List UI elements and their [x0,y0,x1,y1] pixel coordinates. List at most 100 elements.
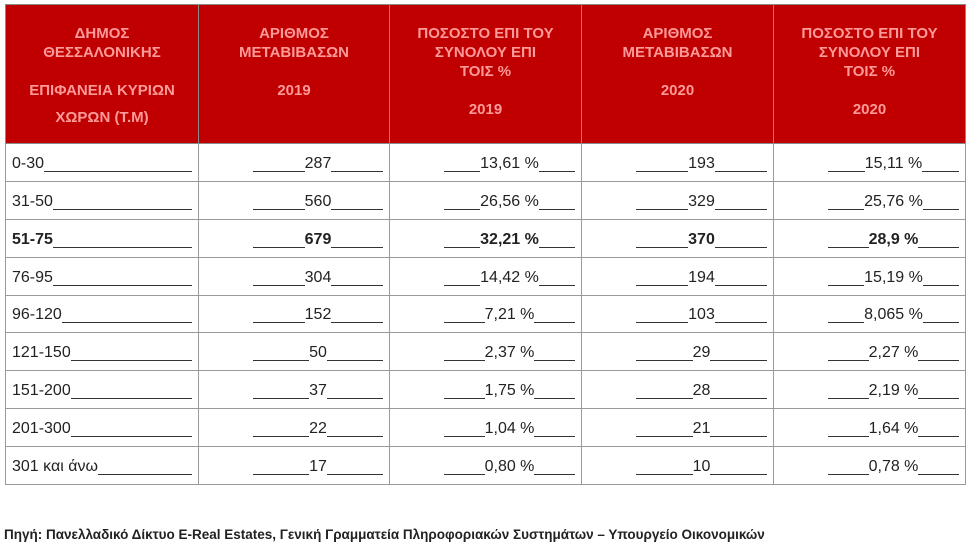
cell-percent-2020-text: 28,9 % [868,230,919,248]
cell-transfers-2019-text: 304 [304,268,332,286]
cell-transfers-2019: 50 [198,332,390,372]
cell-transfers-2019-text: 50 [309,344,327,362]
cell-transfers-2019-text: 679 [304,230,332,248]
table-row: 151-200 37 1,75 % 28 2,19 % [5,370,966,410]
cell-percent-2019: 32,21 % [389,218,582,258]
cell-percent-2020: 15,11 % [773,143,966,182]
cell-percent-2020: 8,065 % [773,294,966,334]
header-percent-2019: ΠΟΣΟΣΤΟ ΕΠΙ ΤΟΥ ΣΥΝΟΛΟΥ ΕΠΙ ΤΟΙΣ % 2019 [389,4,582,144]
cell-percent-2019-text: 2,37 % [484,344,535,362]
cell-area-text: 51-75 [12,230,53,248]
cell-percent-2019-text: 1,75 % [484,382,535,400]
cell-percent-2019-text: 0,80 % [484,458,535,476]
cell-transfers-2019: 17 [198,446,390,486]
cell-area: 201-300 [5,408,199,448]
header-transfers-2019: ΑΡΙΘΜΟΣ ΜΕΤΑΒΙΒΑΣΩΝ 2019 [198,4,390,144]
cell-area-text: 201-300 [12,420,71,438]
cell-area: 121-150 [5,332,199,372]
cell-percent-2019-text: 13,61 % [480,154,539,172]
cell-transfers-2019-text: 22 [309,420,327,438]
source-note: Πηγή: Πανελλαδικό Δίκτυο E-Real Estates,… [4,527,765,542]
table-row: 96-120 152 7,21 % 103 8,065 % [5,294,966,334]
cell-transfers-2020: 28 [581,370,774,410]
cell-percent-2020-text: 15,19 % [864,268,923,286]
cell-percent-2020: 2,19 % [773,370,966,410]
header-percent-2020: ΠΟΣΟΣΤΟ ΕΠΙ ΤΟΥ ΣΥΝΟΛΟΥ ΕΠΙ ΤΟΙΣ % 2020 [773,4,966,144]
cell-transfers-2020-text: 370 [688,230,715,248]
transfers-table: ΔΗΜΟΣ ΘΕΣΣΑΛΟΝΙΚΗΣ ΕΠΙΦΑΝΕΙΑ ΚΥΡΙΩΝ ΧΩΡΩ… [5,4,966,486]
cell-percent-2019: 2,37 % [389,332,582,372]
cell-transfers-2020-text: 329 [688,192,715,210]
cell-percent-2019: 26,56 % [389,180,582,220]
cell-area: 51-75 [5,218,199,258]
cell-transfers-2020-text: 193 [688,154,715,172]
cell-percent-2020-text: 2,27 % [868,344,919,362]
cell-percent-2020: 0,78 % [773,446,966,486]
table-row: 121-150 50 2,37 % 29 2,27 % [5,332,966,372]
cell-area-text: 301 και άνω [12,458,98,476]
cell-percent-2019: 0,80 % [389,446,582,486]
cell-percent-2019-text: 32,21 % [480,230,539,248]
table-row: 51-75 679 32,21 % 370 28,9 % [5,218,966,258]
cell-area: 96-120 [5,294,199,334]
transfers-table-container: ΔΗΜΟΣ ΘΕΣΣΑΛΟΝΙΚΗΣ ΕΠΙΦΑΝΕΙΑ ΚΥΡΙΩΝ ΧΩΡΩ… [5,4,966,486]
cell-transfers-2019-text: 17 [309,458,327,476]
cell-percent-2020-text: 8,065 % [864,306,923,324]
cell-transfers-2020: 103 [581,294,774,334]
cell-percent-2020: 2,27 % [773,332,966,372]
cell-transfers-2020-text: 194 [688,268,715,286]
cell-percent-2019: 1,75 % [389,370,582,410]
cell-transfers-2019: 22 [198,408,390,448]
cell-percent-2019-text: 7,21 % [484,306,535,324]
cell-area-text: 151-200 [12,382,71,400]
cell-transfers-2020-text: 21 [692,420,711,438]
cell-percent-2020-text: 1,64 % [868,420,919,438]
cell-transfers-2020: 329 [581,180,774,220]
cell-percent-2020-text: 0,78 % [868,458,919,476]
header-area: ΔΗΜΟΣ ΘΕΣΣΑΛΟΝΙΚΗΣ ΕΠΙΦΑΝΕΙΑ ΚΥΡΙΩΝ ΧΩΡΩ… [5,4,199,144]
cell-transfers-2019: 152 [198,294,390,334]
cell-percent-2019: 7,21 % [389,294,582,334]
cell-transfers-2020-text: 29 [692,344,711,362]
cell-transfers-2019: 560 [198,180,390,220]
cell-transfers-2020: 10 [581,446,774,486]
cell-percent-2020-text: 25,76 % [864,192,923,210]
cell-transfers-2020-text: 28 [692,382,711,400]
cell-transfers-2019-text: 560 [304,192,332,210]
table-row: 201-300 22 1,04 % 21 1,64 % [5,408,966,448]
cell-transfers-2019-text: 287 [304,154,332,172]
cell-area: 301 και άνω [5,446,199,486]
header-row: ΔΗΜΟΣ ΘΕΣΣΑΛΟΝΙΚΗΣ ΕΠΙΦΑΝΕΙΑ ΚΥΡΙΩΝ ΧΩΡΩ… [5,4,966,144]
cell-area: 76-95 [5,256,199,296]
cell-percent-2019: 1,04 % [389,408,582,448]
cell-transfers-2020: 29 [581,332,774,372]
cell-percent-2019: 13,61 % [389,143,582,182]
cell-transfers-2019-text: 37 [309,382,327,400]
cell-transfers-2019: 37 [198,370,390,410]
cell-transfers-2020-text: 103 [688,306,715,324]
cell-area-text: 121-150 [12,344,71,362]
cell-transfers-2020: 370 [581,218,774,258]
cell-percent-2020: 28,9 % [773,218,966,258]
cell-percent-2020: 1,64 % [773,408,966,448]
cell-area-text: 31-50 [12,192,53,210]
cell-area: 31-50 [5,180,199,220]
cell-area: 0-30 [5,143,199,182]
table-row: 31-50 560 26,56 % 329 25,76 % [5,180,966,220]
cell-percent-2019: 14,42 % [389,256,582,296]
cell-area-text: 76-95 [12,268,53,286]
cell-percent-2020-text: 2,19 % [868,382,919,400]
cell-percent-2019-text: 26,56 % [480,192,539,210]
cell-transfers-2019: 287 [198,143,390,182]
cell-percent-2020: 15,19 % [773,256,966,296]
cell-percent-2020: 25,76 % [773,180,966,220]
cell-percent-2019-text: 1,04 % [484,420,535,438]
cell-transfers-2020: 193 [581,143,774,182]
cell-area: 151-200 [5,370,199,410]
cell-area-text: 0-30 [12,154,45,172]
cell-percent-2019-text: 14,42 % [480,268,539,286]
cell-percent-2020-text: 15,11 % [864,154,923,172]
table-row: 76-95 304 14,42 % 194 15,19 % [5,256,966,296]
table-row: 0-30 287 13,61 % 193 15,11 % [5,143,966,182]
cell-area-text: 96-120 [12,306,62,324]
